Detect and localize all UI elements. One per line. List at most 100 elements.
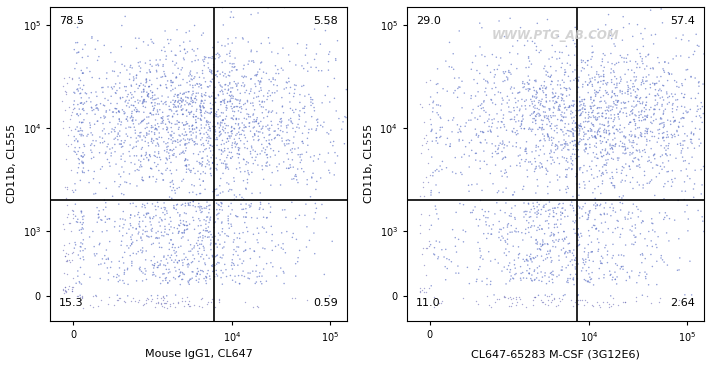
Point: [546, 292, 557, 298]
Point: [648, 134, 660, 139]
Point: [256, 273, 267, 279]
Point: [488, 67, 500, 73]
Point: [116, 164, 127, 170]
Point: [170, 85, 181, 91]
Point: [139, 205, 151, 210]
Point: [158, 139, 169, 145]
Point: [629, 74, 640, 80]
Point: [619, 59, 630, 65]
Point: [601, 82, 612, 88]
Point: [703, 85, 711, 91]
Point: [191, 119, 202, 125]
Point: [253, 129, 264, 135]
Point: [287, 235, 298, 240]
Point: [166, 48, 177, 54]
Point: [139, 135, 151, 141]
Point: [168, 101, 179, 107]
Point: [62, 258, 73, 264]
Point: [592, 236, 603, 242]
Point: [213, 216, 224, 222]
Point: [612, 99, 624, 105]
Point: [190, 100, 201, 105]
Point: [574, 139, 585, 145]
Point: [606, 88, 618, 94]
Point: [538, 109, 550, 115]
Point: [568, 208, 579, 214]
Point: [137, 201, 149, 207]
Point: [623, 121, 634, 127]
Point: [162, 94, 173, 100]
Point: [524, 254, 535, 259]
Point: [502, 75, 513, 81]
Point: [636, 260, 648, 266]
Point: [589, 102, 600, 108]
Point: [555, 112, 567, 118]
Point: [560, 139, 572, 145]
Point: [532, 20, 543, 26]
Point: [510, 225, 522, 231]
Point: [498, 235, 509, 241]
Point: [675, 142, 686, 148]
Point: [624, 150, 636, 156]
Point: [124, 215, 136, 221]
Point: [471, 279, 482, 284]
Point: [679, 92, 690, 97]
Point: [97, 128, 108, 134]
Point: [155, 82, 166, 88]
Point: [193, 303, 205, 309]
Point: [636, 56, 648, 62]
Point: [81, 98, 92, 104]
Point: [619, 71, 631, 77]
Point: [176, 95, 187, 101]
Point: [557, 142, 568, 148]
Point: [58, 247, 69, 253]
Point: [128, 94, 139, 100]
Point: [257, 99, 268, 105]
Point: [272, 132, 283, 138]
Point: [529, 277, 540, 283]
Point: [544, 199, 555, 205]
Point: [89, 251, 100, 257]
Point: [92, 211, 104, 217]
Point: [548, 295, 560, 300]
Point: [553, 295, 565, 301]
Point: [210, 240, 222, 246]
Point: [685, 74, 697, 80]
Point: [562, 184, 573, 190]
Point: [183, 190, 195, 195]
Point: [595, 141, 606, 146]
Point: [296, 138, 308, 144]
Point: [137, 100, 149, 106]
Point: [427, 109, 439, 115]
Point: [499, 238, 510, 244]
Point: [229, 136, 240, 142]
Point: [161, 165, 173, 171]
Point: [493, 260, 504, 266]
Point: [153, 263, 164, 269]
Point: [323, 59, 334, 64]
Point: [432, 140, 444, 146]
Point: [567, 130, 579, 136]
Point: [502, 236, 513, 242]
Point: [545, 106, 556, 112]
Point: [62, 212, 73, 217]
Point: [645, 66, 656, 71]
Point: [349, 77, 360, 83]
Point: [631, 298, 642, 304]
Point: [201, 228, 213, 234]
Point: [526, 277, 538, 283]
Point: [478, 130, 489, 135]
Point: [91, 102, 102, 108]
Point: [544, 107, 555, 113]
Point: [564, 85, 575, 91]
Point: [447, 227, 459, 233]
Point: [302, 60, 314, 66]
Point: [625, 78, 636, 83]
Point: [634, 115, 645, 120]
Point: [589, 90, 601, 96]
Point: [177, 97, 188, 102]
Point: [262, 97, 273, 102]
Point: [194, 102, 205, 108]
Point: [512, 38, 523, 44]
Point: [192, 266, 203, 272]
